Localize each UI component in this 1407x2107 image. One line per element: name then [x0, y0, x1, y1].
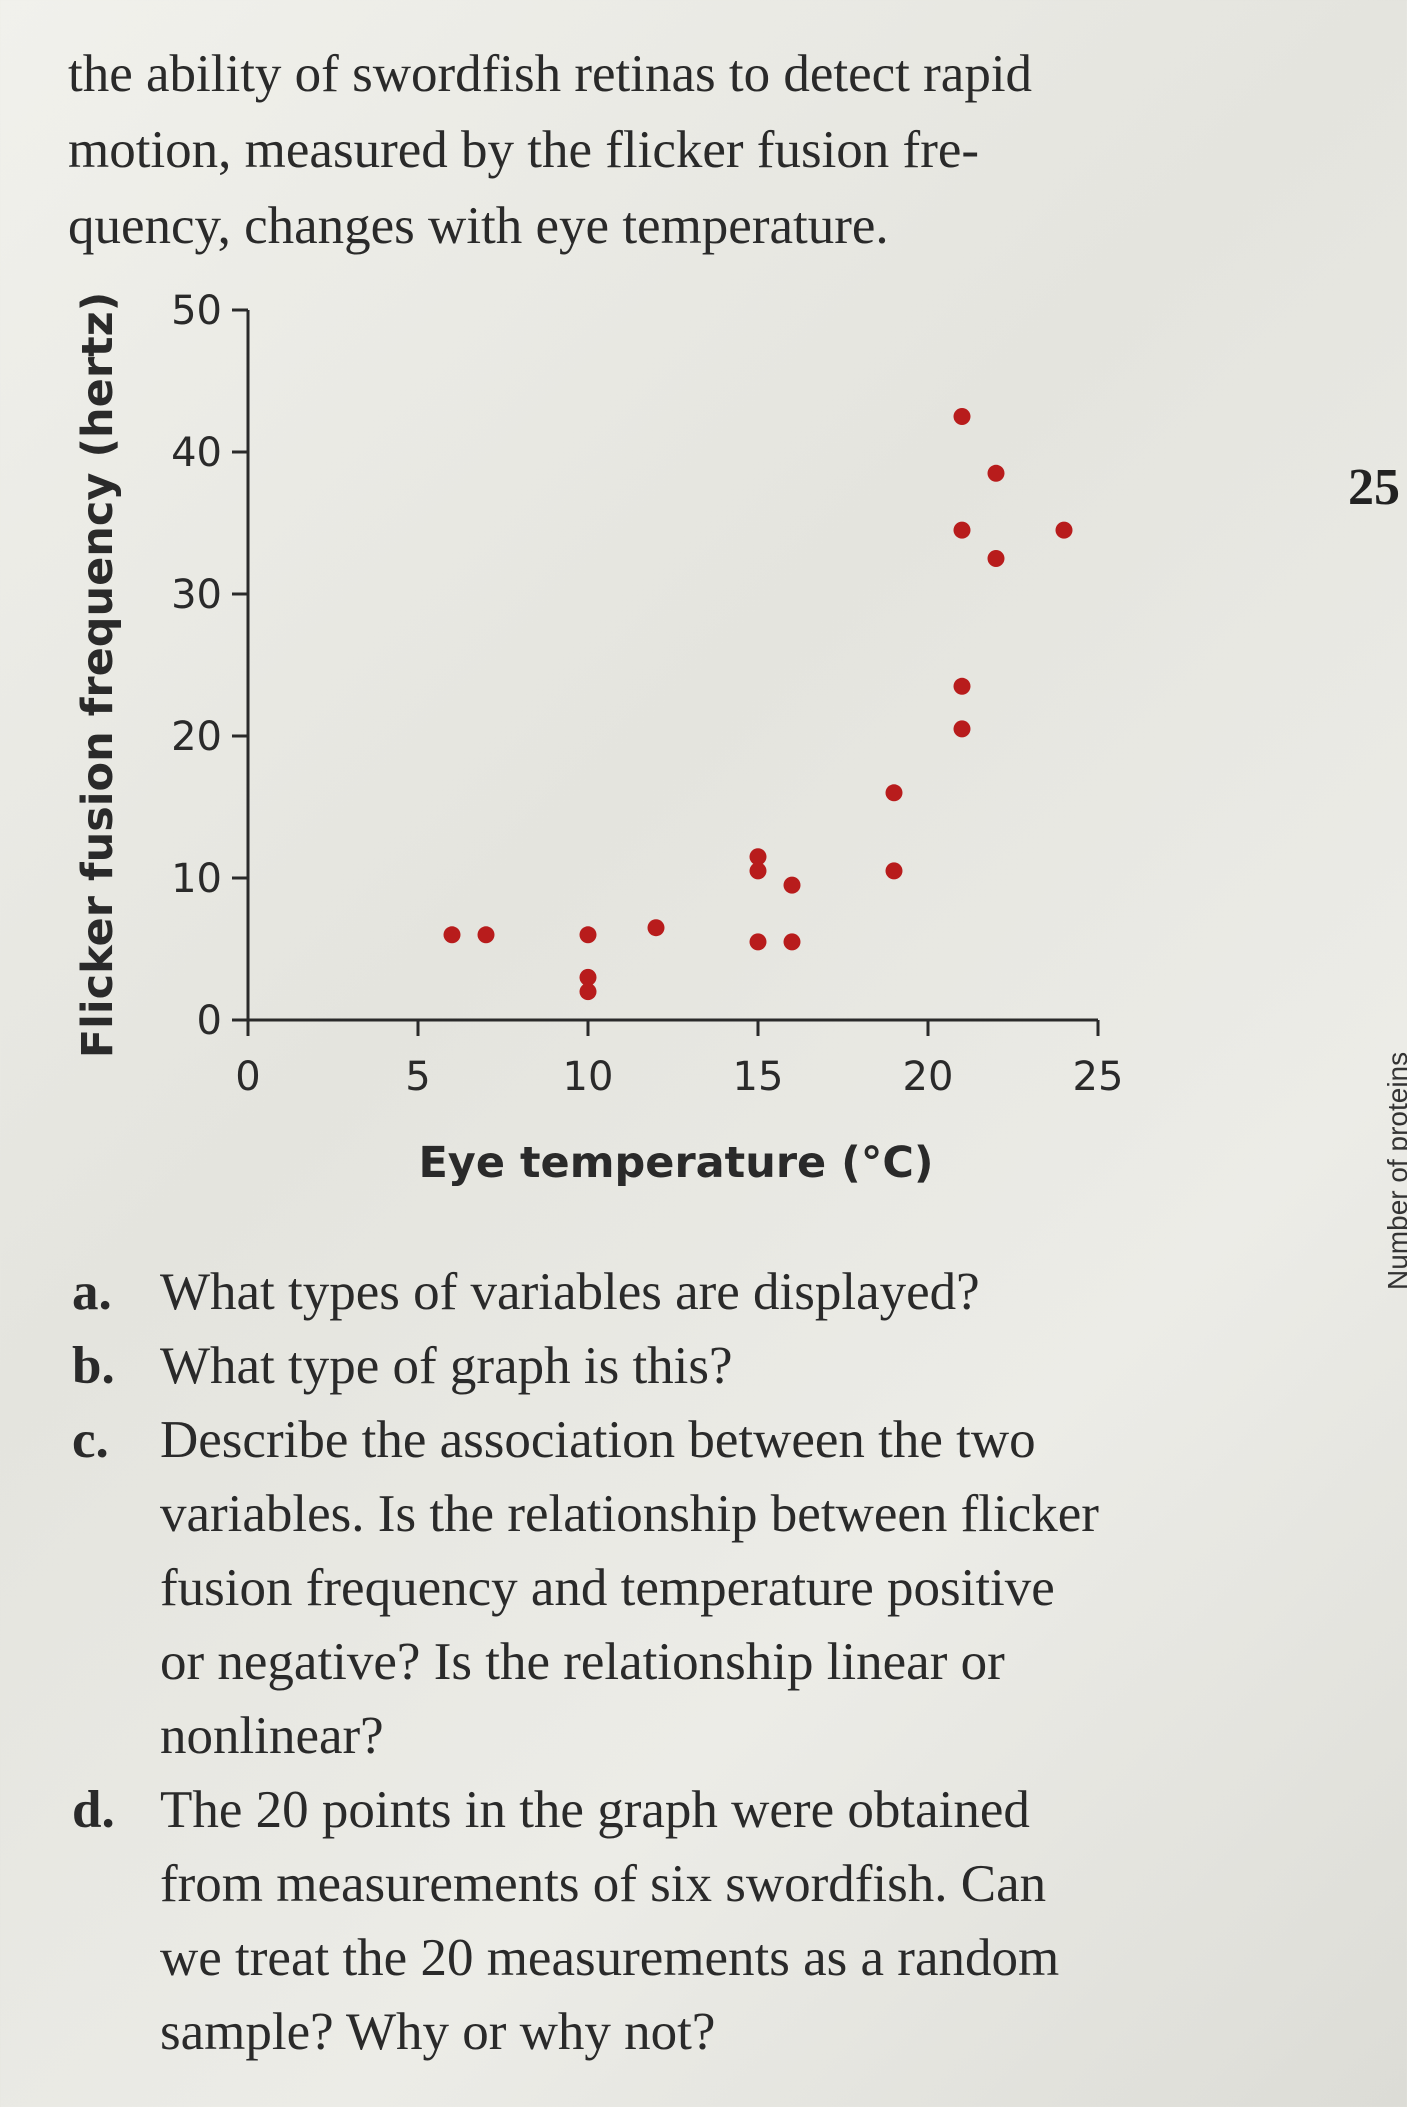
question-line: from measurements of six swordfish. Can	[160, 1855, 1047, 1913]
question-letter: b.	[72, 1337, 115, 1395]
question-letter: a.	[72, 1263, 112, 1321]
intro-paragraph: the ability of swordfish retinas to dete…	[68, 36, 1198, 264]
data-point	[885, 862, 903, 880]
y-tick-label: 10	[171, 856, 222, 902]
data-point	[953, 677, 971, 695]
data-point	[749, 862, 767, 880]
question-line: What types of variables are displayed?	[160, 1263, 980, 1321]
data-point	[749, 933, 767, 951]
y-axis-title: Flicker fusion frequency (hertz)	[73, 292, 123, 1059]
x-axis-title: Eye temperature (°C)	[418, 1138, 933, 1188]
data-point	[987, 550, 1005, 567]
margin-rotated-label: Number of proteins	[1382, 1051, 1407, 1290]
data-point	[885, 784, 903, 802]
y-tick-label: 30	[171, 572, 222, 618]
x-tick-label: 0	[235, 1054, 260, 1100]
y-tick-label: 50	[171, 288, 222, 334]
x-tick-label: 25	[1073, 1054, 1124, 1100]
question-letter: c.	[72, 1411, 109, 1469]
data-point	[749, 848, 767, 866]
question-letter: d.	[72, 1781, 115, 1839]
x-tick-label: 5	[405, 1054, 430, 1100]
chart-points	[443, 408, 1073, 1001]
question-line: sample? Why or why not?	[160, 2003, 716, 2061]
question-a: a. What types of variables are displayed…	[72, 1255, 1222, 1329]
y-tick-label: 20	[171, 714, 222, 760]
y-tick-label: 40	[171, 430, 222, 476]
question-c: c. Describe the association between the …	[72, 1403, 1222, 1773]
data-point	[783, 933, 801, 951]
data-point	[953, 521, 971, 539]
intro-line: quency, changes with eye temperature.	[68, 197, 889, 255]
question-line: or negative? Is the relationship linear …	[160, 1633, 1005, 1691]
question-line: Describe the association between the two	[160, 1411, 1036, 1469]
x-tick-label: 20	[903, 1054, 954, 1100]
margin-page-number: 25	[1348, 459, 1400, 516]
data-point	[579, 983, 597, 1001]
chart-axes: 0 10 20 30 40 50 0 5 10 15 20 25	[171, 288, 1123, 1100]
data-point	[477, 926, 495, 944]
question-list: a. What types of variables are displayed…	[72, 1255, 1222, 2069]
question-b: b. What type of graph is this?	[72, 1329, 1222, 1403]
data-point	[443, 926, 461, 944]
data-point	[783, 876, 801, 894]
data-point	[579, 926, 597, 944]
question-line: variables. Is the relationship between f…	[160, 1485, 1099, 1543]
question-line: The 20 points in the graph were obtained	[160, 1781, 1030, 1839]
question-line: fusion frequency and temperature positiv…	[160, 1559, 1055, 1617]
question-line: nonlinear?	[160, 1707, 384, 1765]
y-tick-label: 0	[197, 998, 222, 1044]
x-tick-label: 10	[563, 1054, 614, 1100]
question-line: What type of graph is this?	[160, 1337, 733, 1395]
x-tick-label: 15	[733, 1054, 784, 1100]
intro-line: motion, measured by the flicker fusion f…	[68, 121, 980, 179]
question-line: we treat the 20 measurements as a random	[160, 1929, 1060, 1987]
question-d: d. The 20 points in the graph were obtai…	[72, 1773, 1222, 2069]
data-point	[579, 968, 597, 986]
intro-line: the ability of swordfish retinas to dete…	[68, 45, 1033, 103]
scatter-chart: 0 10 20 30 40 50 0 5 10 15 20 25 Flicker fusion fre…	[73, 288, 1123, 1188]
data-point	[953, 408, 971, 425]
data-point	[647, 919, 665, 937]
data-point	[953, 720, 971, 738]
data-point	[1055, 521, 1073, 539]
data-point	[987, 464, 1005, 482]
